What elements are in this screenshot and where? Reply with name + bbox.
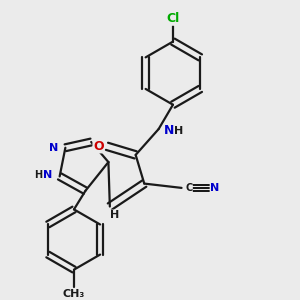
Text: N: N xyxy=(211,183,220,193)
Text: C: C xyxy=(185,183,192,193)
Text: N: N xyxy=(43,170,52,180)
Text: CH₃: CH₃ xyxy=(63,289,85,299)
Text: H: H xyxy=(174,125,184,136)
Text: N: N xyxy=(49,143,58,153)
Text: H: H xyxy=(34,170,42,180)
Text: H: H xyxy=(110,210,119,220)
Text: O: O xyxy=(93,140,104,153)
Text: N: N xyxy=(164,124,175,137)
Text: Cl: Cl xyxy=(166,12,180,25)
